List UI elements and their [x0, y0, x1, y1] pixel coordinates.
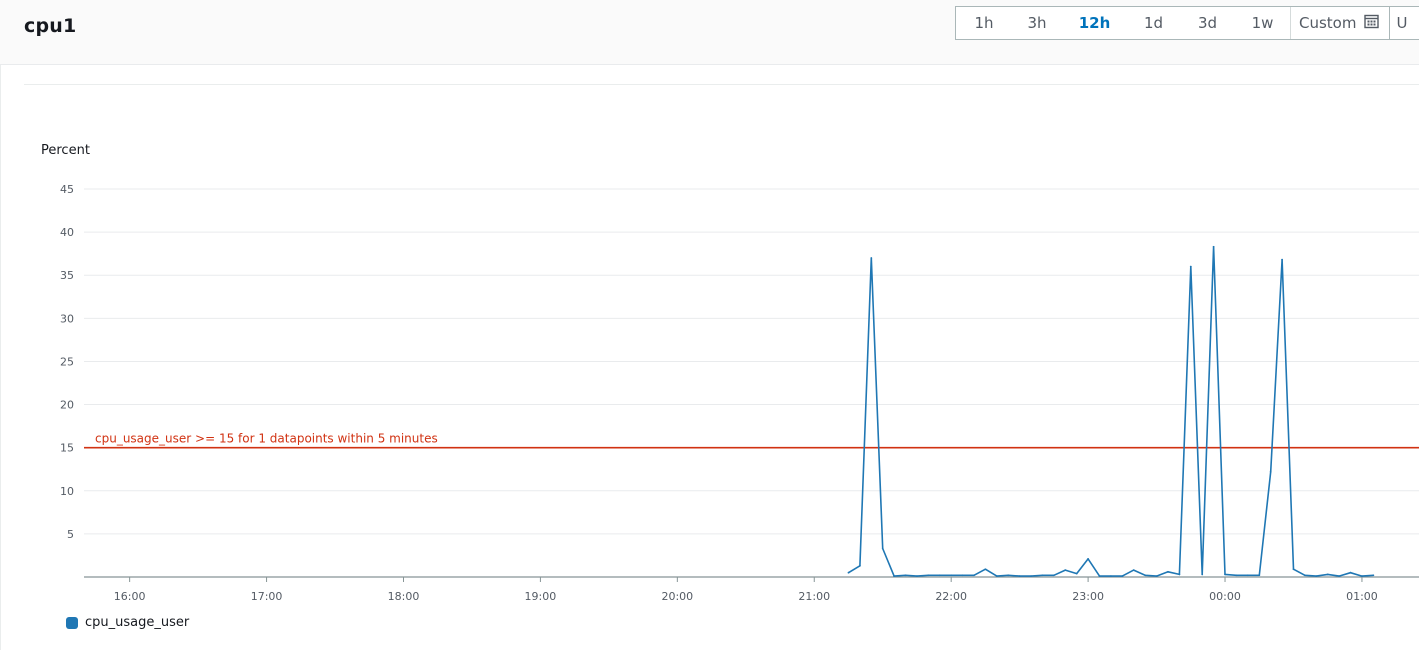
data-point — [1098, 575, 1101, 578]
y-tick-label: 25 — [60, 355, 74, 368]
data-point — [881, 547, 884, 550]
x-tick-label: 00:00 — [1209, 590, 1241, 603]
data-point — [1201, 573, 1204, 576]
data-point — [961, 574, 964, 577]
y-axis-label: Percent — [41, 143, 90, 158]
data-point — [858, 564, 861, 567]
data-point — [950, 574, 953, 577]
legend-swatch — [66, 616, 78, 629]
x-tick-label: 16:00 — [114, 590, 146, 603]
data-point — [1281, 258, 1283, 261]
data-point — [1269, 470, 1272, 473]
y-tick-label: 45 — [60, 183, 74, 196]
threshold-label: cpu_usage_user >= 15 for 1 datapoints wi… — [95, 432, 438, 446]
data-point — [1178, 573, 1181, 576]
data-point — [1212, 245, 1215, 248]
data-point — [1018, 575, 1021, 578]
range-3d-button[interactable]: 3d — [1197, 14, 1218, 32]
data-point — [1030, 575, 1032, 578]
data-point — [1338, 575, 1341, 578]
data-point — [1167, 570, 1169, 573]
data-point — [995, 575, 998, 578]
data-point — [1052, 574, 1055, 577]
x-tick-label: 23:00 — [1072, 590, 1104, 603]
data-point — [870, 257, 873, 259]
y-tick-label: 10 — [60, 485, 74, 498]
legend-item-cpu-usage-user[interactable]: cpu_usage_user — [66, 615, 189, 630]
data-point — [1303, 574, 1306, 577]
data-point — [973, 574, 975, 577]
legend-label: cpu_usage_user — [85, 615, 190, 630]
data-point — [1144, 574, 1147, 577]
data-point — [893, 575, 896, 578]
data-point — [1246, 574, 1249, 577]
data-point — [1361, 575, 1363, 578]
panel-left-border — [0, 65, 1, 650]
data-point — [1189, 265, 1192, 268]
y-tick-label: 20 — [60, 399, 74, 412]
widget-header: cpu1 1h 3h 12h 1d 3d 1w Custom U — [0, 0, 1419, 65]
data-point — [1075, 572, 1078, 575]
custom-range-label: Custom — [1299, 14, 1357, 32]
time-range-selector: 1h 3h 12h 1d 3d 1w Custom U — [955, 6, 1419, 40]
y-tick-label: 30 — [60, 312, 74, 325]
data-point — [1326, 573, 1329, 576]
data-point — [1121, 575, 1124, 578]
data-point — [1041, 574, 1044, 577]
range-12h-button[interactable]: 12h — [1078, 14, 1111, 32]
range-1d-button[interactable]: 1d — [1143, 14, 1164, 32]
custom-range-button[interactable]: Custom — [1290, 7, 1389, 39]
data-point — [1155, 575, 1158, 578]
data-point — [1224, 573, 1226, 576]
x-tick-label: 22:00 — [935, 590, 967, 603]
data-point — [984, 568, 987, 571]
data-point — [1132, 569, 1135, 572]
y-tick-label: 40 — [60, 226, 74, 239]
data-point — [938, 574, 941, 577]
data-point — [1110, 575, 1112, 578]
data-point — [927, 574, 930, 577]
range-1w-button[interactable]: 1w — [1251, 14, 1274, 32]
y-tick-label: 15 — [60, 442, 74, 455]
data-point — [1315, 575, 1318, 578]
panel-divider — [24, 84, 1419, 85]
range-1h-button[interactable]: 1h — [974, 14, 994, 32]
data-point — [1292, 568, 1295, 571]
y-tick-label: 35 — [60, 269, 74, 282]
x-tick-label: 18:00 — [388, 590, 420, 603]
data-point — [1349, 571, 1352, 574]
x-tick-label: 21:00 — [798, 590, 830, 603]
range-3h-button[interactable]: 3h — [1027, 14, 1047, 32]
calendar-icon — [1364, 14, 1380, 33]
data-point — [1235, 574, 1238, 577]
x-tick-label: 01:00 — [1346, 590, 1378, 603]
timezone-button[interactable]: U — [1389, 7, 1419, 39]
x-tick-label: 19:00 — [525, 590, 557, 603]
data-point — [1258, 574, 1261, 577]
data-point — [904, 574, 907, 577]
x-tick-label: 20:00 — [661, 590, 693, 603]
widget-title: cpu1 — [24, 15, 77, 37]
data-point — [916, 575, 918, 578]
x-tick-label: 17:00 — [251, 590, 283, 603]
data-point — [1007, 574, 1010, 577]
data-point — [1372, 574, 1375, 577]
data-point — [1064, 569, 1067, 572]
series-line-cpu-usage-user — [848, 246, 1374, 577]
data-point — [1087, 557, 1090, 560]
data-point — [847, 571, 850, 574]
y-tick-label: 5 — [67, 528, 74, 541]
